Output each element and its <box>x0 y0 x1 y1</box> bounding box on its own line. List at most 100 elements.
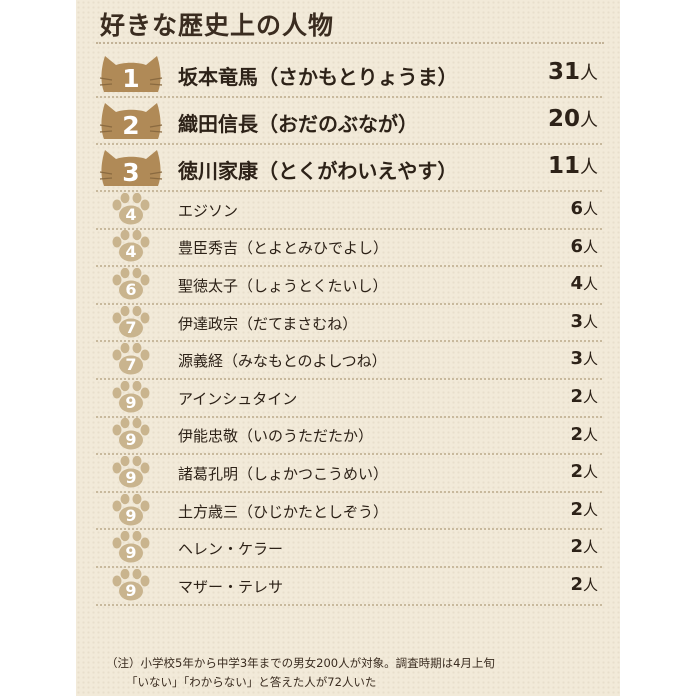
chart-title: 好きな歴史上の人物 <box>100 11 335 40</box>
paw-print-icon: 9 <box>112 380 150 413</box>
count-unit: 人 <box>582 576 598 594</box>
rank-label: 9 <box>125 581 136 600</box>
rank-label: 9 <box>125 506 136 525</box>
vote-count: 4人 <box>570 273 598 294</box>
ranking-panel: 好きな歴史上の人物 1 坂本竜馬（さかもとりょうま） 31人 2 織田信長（おだのぶなが… <box>76 0 620 696</box>
ranking-row: 6 聖徳太子（しょうとくたいし） 4人 <box>96 265 602 305</box>
count-unit: 人 <box>582 312 598 331</box>
rank-label: 6 <box>125 280 136 299</box>
rank-badge: 4 <box>110 230 152 266</box>
count-value: 2 <box>570 423 583 445</box>
rank-label: 9 <box>125 393 136 412</box>
count-value: 3 <box>570 348 583 370</box>
count-unit: 人 <box>582 463 598 482</box>
person-name: エジソン <box>178 201 239 220</box>
vote-count: 2人 <box>570 386 598 407</box>
person-name: 諸葛孔明（しょかつこうめい） <box>178 464 389 483</box>
rank-badge: 3 <box>98 146 164 192</box>
person-name: 源義経（みなもとのよしつね） <box>178 352 387 371</box>
ranking-row: 7 源義経（みなもとのよしつね） 3人 <box>96 340 602 380</box>
rank-badge: 7 <box>110 305 152 342</box>
ranking-row: 9 伊能忠敬（いのうただたか） 2人 <box>96 416 602 456</box>
count-unit: 人 <box>580 62 598 84</box>
person-name: 豊臣秀吉（とよとみひでよし） <box>178 239 389 258</box>
rank-badge: 9 <box>110 568 152 605</box>
rank-label: 2 <box>122 111 139 140</box>
footnote: （注）小学校5年から中学3年までの男女200人が対象。調査時期は4月上旬 「いな… <box>106 654 606 692</box>
rank-badge: 9 <box>110 380 152 417</box>
count-unit: 人 <box>580 109 598 131</box>
paw-print-icon: 7 <box>112 342 150 375</box>
vote-count: 3人 <box>570 311 598 332</box>
paw-print-icon: 9 <box>112 530 150 563</box>
person-name: 織田信長（おだのぶなが） <box>178 111 418 136</box>
ranking-row: 9 ヘレン・ケラー 2人 <box>96 528 602 568</box>
count-unit: 人 <box>582 350 598 369</box>
ranking-row: 9 土方歳三（ひじかたとしぞう） 2人 <box>96 491 602 531</box>
rank-label: 7 <box>125 355 136 374</box>
rank-badge: 9 <box>110 418 152 454</box>
count-unit: 人 <box>580 156 598 178</box>
person-name: アインシュタイン <box>178 389 298 408</box>
person-name: 土方歳三（ひじかたとしぞう） <box>178 502 389 521</box>
count-value: 11 <box>547 152 580 179</box>
person-name: 伊能忠敬（いのうただたか） <box>178 427 374 446</box>
person-name: 伊達政宗（だてまさむね） <box>178 314 358 333</box>
count-value: 2 <box>570 536 583 558</box>
cat-face-icon: 1 <box>99 55 163 93</box>
vote-count: 2人 <box>570 461 598 482</box>
vote-count: 2人 <box>570 499 598 520</box>
count-value: 2 <box>570 574 583 595</box>
footnote-line-1: （注）小学校5年から中学3年までの男女200人が対象。調査時期は4月上旬 <box>106 656 495 670</box>
ranking-row: 9 マザー・テレサ 2人 <box>96 566 602 606</box>
person-name: 徳川家康（とくがわいえやす） <box>178 158 458 183</box>
ranking-row: 9 諸葛孔明（しょかつこうめい） 2人 <box>96 453 602 493</box>
footnote-line-2: 「いない」「わからない」と答えた人が72人いた <box>126 675 377 689</box>
count-value: 4 <box>570 273 583 295</box>
rank-badge: 9 <box>110 530 152 567</box>
ranking-row: 9 アインシュタイン 2人 <box>96 378 602 418</box>
person-name: 坂本竜馬（さかもとりょうま） <box>178 64 458 89</box>
count-value: 2 <box>570 386 583 407</box>
count-unit: 人 <box>582 500 598 519</box>
paw-print-icon: 9 <box>112 493 150 526</box>
person-name: ヘレン・ケラー <box>178 540 284 559</box>
rank-label: 9 <box>125 543 136 562</box>
vote-count: 20人 <box>548 106 598 132</box>
ranking-row: 2 織田信長（おだのぶなが） 20人 <box>96 96 602 145</box>
cat-face-icon: 2 <box>99 102 163 140</box>
vote-count: 6人 <box>570 198 598 219</box>
count-value: 3 <box>570 310 583 332</box>
vote-count: 6人 <box>570 236 598 257</box>
paw-print-icon: 7 <box>112 305 150 338</box>
vote-count: 31人 <box>548 59 598 85</box>
rank-label: 1 <box>122 64 139 93</box>
count-value: 20 <box>547 105 580 132</box>
rank-label: 4 <box>125 242 136 261</box>
count-unit: 人 <box>582 425 598 444</box>
count-value: 2 <box>570 461 583 483</box>
vote-count: 2人 <box>570 424 598 445</box>
ranking-row: 3 徳川家康（とくがわいえやす） 11人 <box>96 143 602 192</box>
rank-badge: 9 <box>110 455 152 492</box>
count-value: 6 <box>570 235 583 257</box>
vote-count: 3人 <box>570 348 598 369</box>
count-unit: 人 <box>582 200 598 218</box>
rank-label: 4 <box>125 205 136 224</box>
ranking-row: 7 伊達政宗（だてまさむね） 3人 <box>96 303 602 343</box>
vote-count: 2人 <box>570 574 598 595</box>
rank-badge: 4 <box>110 192 152 229</box>
ranking-row: 4 エジソン 6人 <box>96 190 602 230</box>
title-divider <box>96 42 604 44</box>
paw-print-icon: 9 <box>112 418 150 450</box>
rank-badge: 1 <box>98 52 164 98</box>
paw-print-icon: 4 <box>112 230 150 262</box>
rank-label: 9 <box>125 430 136 449</box>
ranking-row: 1 坂本竜馬（さかもとりょうま） 31人 <box>96 49 602 98</box>
rank-label: 3 <box>122 158 139 187</box>
person-name: 聖徳太子（しょうとくたいし） <box>178 276 388 295</box>
count-value: 2 <box>570 498 583 520</box>
count-value: 6 <box>570 198 583 219</box>
rank-label: 9 <box>125 468 136 487</box>
paw-print-icon: 9 <box>112 568 150 601</box>
